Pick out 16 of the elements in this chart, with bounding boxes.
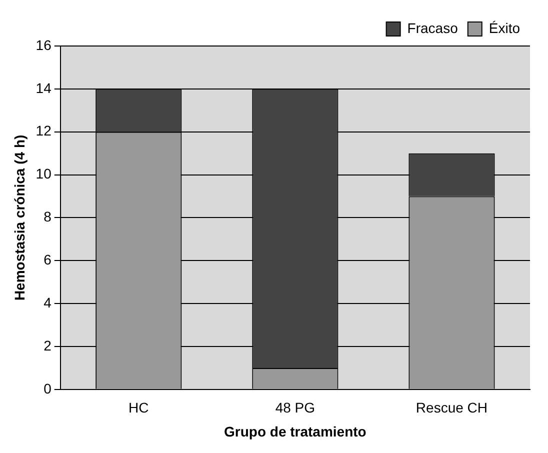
- x-axis-title: Grupo de tratamiento: [224, 423, 366, 440]
- y-tick-label: 16: [36, 36, 52, 53]
- y-axis-title: Hemostasia crónica (4 h): [11, 134, 28, 301]
- y-tick-label: 4: [44, 294, 52, 310]
- x-tick-label: Rescue CH: [416, 400, 488, 416]
- y-tick-label: 10: [36, 166, 52, 182]
- y-tick-label: 0: [44, 380, 52, 396]
- y-tick-label: 2: [44, 337, 52, 354]
- y-tick-label: 6: [44, 251, 52, 268]
- y-tick-label: 14: [36, 80, 52, 96]
- legend-label: Fracaso: [407, 20, 458, 36]
- x-tick-label: HC: [128, 400, 149, 416]
- y-tick-label: 8: [44, 208, 52, 225]
- legend-label: Éxito: [488, 20, 520, 36]
- x-tick-label: 48 PG: [275, 400, 316, 416]
- y-tick-label: 12: [36, 122, 52, 139]
